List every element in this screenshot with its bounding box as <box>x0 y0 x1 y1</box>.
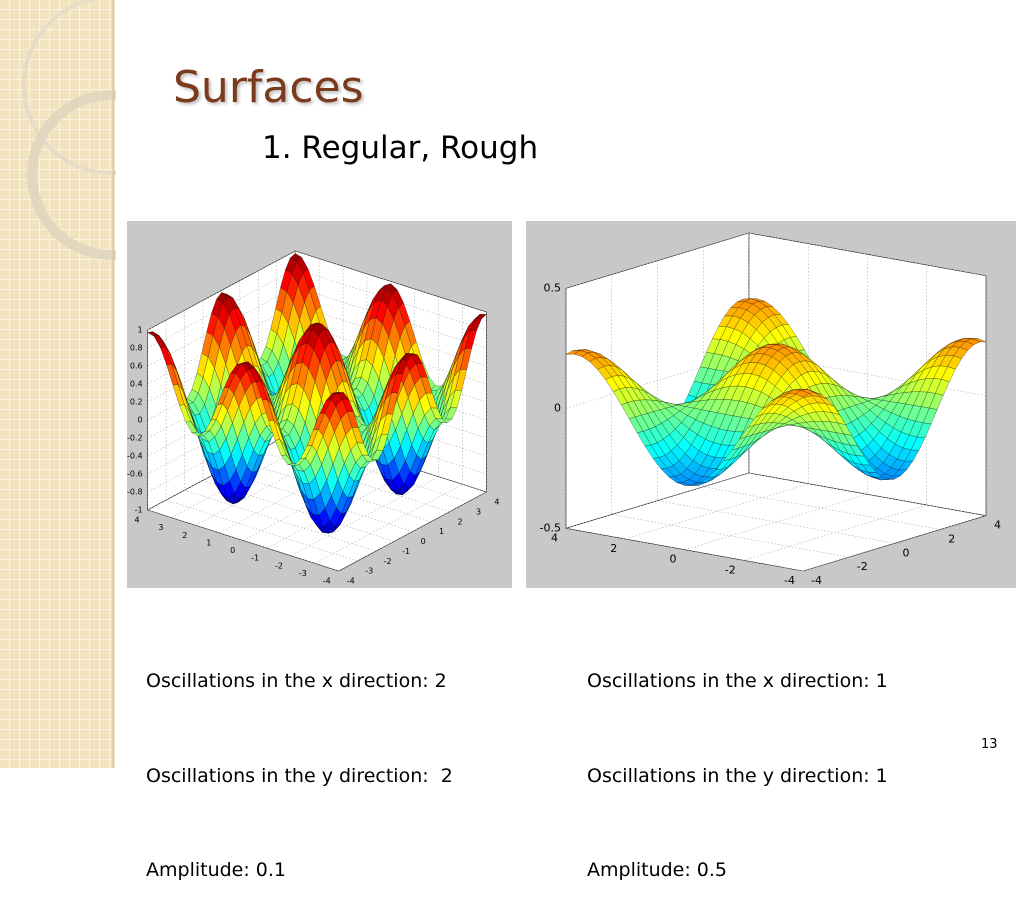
z-tick-label: -0.4 <box>127 452 143 461</box>
caption-line: Oscillations in the x direction: 2 <box>146 666 453 698</box>
z-tick-label: -0.2 <box>127 434 143 443</box>
surface-plot: 10.80.60.40.20-0.2-0.4-0.6-0.8-143210-1-… <box>127 221 512 588</box>
x-tick-label: -1 <box>251 554 259 563</box>
y-tick-label: -4 <box>347 577 355 586</box>
y-tick-label: 2 <box>948 533 955 546</box>
z-tick-label: 0 <box>138 416 143 425</box>
y-tick-label: -4 <box>811 574 822 587</box>
caption-line: Oscillations in the x direction: 1 <box>587 666 888 698</box>
caption-line: Amplitude: 0.5 <box>587 855 888 887</box>
x-tick-label: 0 <box>670 553 677 566</box>
x-tick-label: -4 <box>784 574 795 587</box>
y-tick-label: 1 <box>439 527 444 536</box>
caption-line: Oscillations in the y direction: 1 <box>587 761 888 793</box>
caption-line: Amplitude: 0.1 <box>146 855 453 887</box>
z-tick-label: 0.4 <box>130 380 143 389</box>
x-tick-label: -4 <box>323 577 331 586</box>
y-tick-label: 4 <box>494 498 499 507</box>
x-tick-label: 4 <box>135 516 140 525</box>
side-decoration <box>0 0 116 768</box>
x-tick-label: -2 <box>725 563 736 576</box>
y-tick-label: 0 <box>903 546 910 559</box>
z-tick-label: 0.5 <box>544 281 562 294</box>
slide-title: Surfaces <box>173 62 364 113</box>
y-tick-label: -2 <box>857 560 868 573</box>
z-tick-label: 0.8 <box>130 344 143 353</box>
y-tick-label: 4 <box>994 519 1001 532</box>
x-tick-label: 0 <box>230 546 235 555</box>
y-tick-label: 0 <box>421 537 426 546</box>
x-tick-label: 3 <box>158 523 163 532</box>
z-tick-label: -1 <box>135 506 143 515</box>
x-tick-label: 2 <box>610 542 617 555</box>
x-tick-label: 2 <box>182 531 187 540</box>
x-tick-label: 4 <box>551 531 558 544</box>
x-tick-label: 1 <box>206 538 211 547</box>
y-tick-label: 3 <box>476 507 481 516</box>
x-tick-label: -2 <box>275 561 283 570</box>
y-tick-label: 2 <box>457 517 462 526</box>
page-number: 13 <box>981 737 998 752</box>
slide-subtitle: 1. Regular, Rough <box>262 130 538 166</box>
z-tick-label: 0 <box>554 401 561 414</box>
caption: Oscillations in the x direction: 2 Oscil… <box>146 603 453 918</box>
z-tick-label: 0.6 <box>130 362 143 371</box>
y-tick-label: -3 <box>365 567 373 576</box>
caption: Oscillations in the x direction: 1 Oscil… <box>587 603 888 918</box>
z-tick-label: -0.6 <box>127 470 143 479</box>
y-tick-label: -1 <box>402 547 410 556</box>
z-tick-label: -0.8 <box>127 488 143 497</box>
slide: Surfaces 1. Regular, Rough 1 0.8 0.6 0.4 0.2… <box>0 0 1024 768</box>
caption-line: Oscillations in the y direction: 2 <box>146 761 453 793</box>
z-tick-label: 1 <box>138 326 143 335</box>
y-tick-label: -2 <box>384 557 392 566</box>
x-tick-label: -3 <box>299 569 307 578</box>
z-tick-label: 0.2 <box>130 398 143 407</box>
